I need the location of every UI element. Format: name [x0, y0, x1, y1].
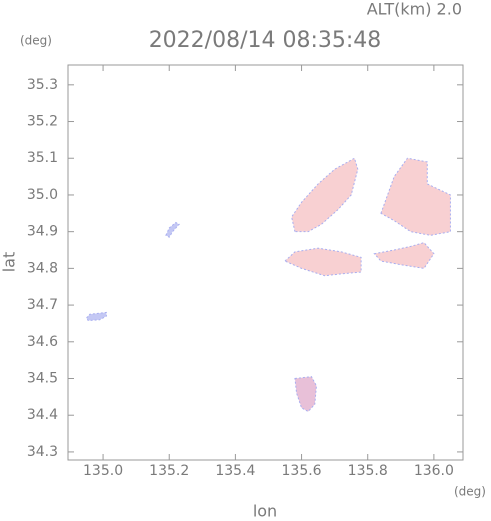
echo-region [85, 311, 107, 322]
y-tick-label: 34.4 [27, 407, 58, 423]
x-unit: (deg) [454, 485, 486, 499]
x-tick-label: 136.0 [414, 463, 454, 479]
y-tick-label: 34.9 [27, 224, 58, 240]
echo-region [165, 221, 180, 238]
echo-region [294, 376, 317, 413]
echo-region [291, 157, 359, 233]
y-tick-label: 34.6 [27, 334, 58, 350]
echo-region [373, 242, 435, 269]
echo-region [380, 157, 451, 236]
chart-title: 2022/08/14 08:35:48 [149, 28, 382, 53]
x-tick-label: 135.0 [83, 463, 123, 479]
y-unit: (deg) [20, 34, 52, 48]
echo-region [284, 247, 362, 277]
y-tick-label: 35.0 [27, 187, 58, 203]
x-tick-label: 135.8 [348, 463, 388, 479]
y-tick-label: 34.3 [27, 444, 58, 460]
y-tick-label: 35.1 [27, 150, 58, 166]
y-tick-label: 35.3 [27, 77, 58, 93]
y-axis-label: lat [0, 252, 19, 273]
y-tick-label: 34.7 [27, 297, 58, 313]
x-axis-label: lon [253, 502, 277, 521]
y-tick-label: 34.8 [27, 260, 58, 276]
y-tick-label: 35.2 [27, 114, 58, 130]
y-tick-label: 34.5 [27, 371, 58, 387]
subtitle: ALT(km) 2.0 [367, 0, 462, 19]
plot-frame [67, 64, 464, 461]
x-tick-label: 135.4 [215, 463, 255, 479]
x-tick-label: 135.6 [282, 463, 322, 479]
x-tick-label: 135.2 [149, 463, 189, 479]
